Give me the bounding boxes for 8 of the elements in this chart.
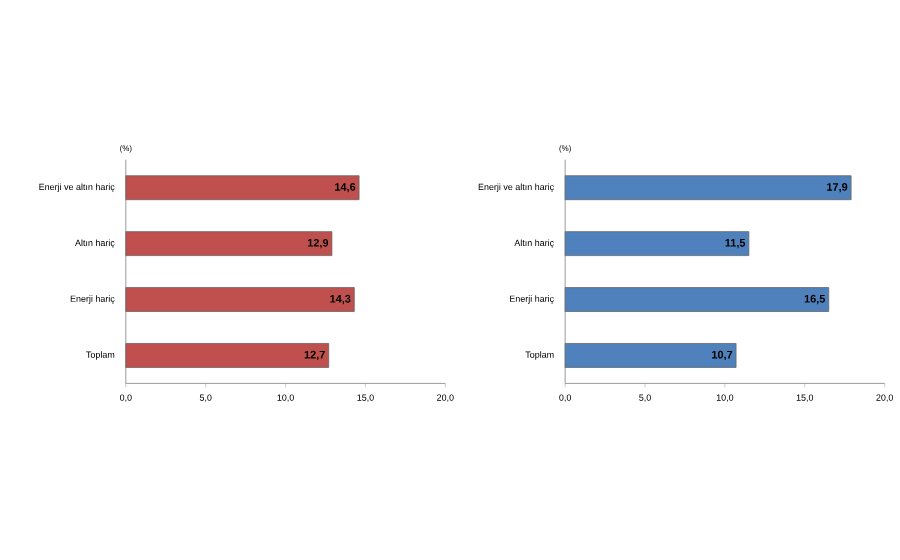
bar [564, 287, 830, 313]
bar [125, 175, 360, 201]
bar [125, 287, 355, 313]
bar [125, 343, 330, 369]
bar [125, 231, 333, 257]
bar [564, 175, 852, 201]
bar [564, 231, 750, 257]
bar [564, 343, 737, 369]
